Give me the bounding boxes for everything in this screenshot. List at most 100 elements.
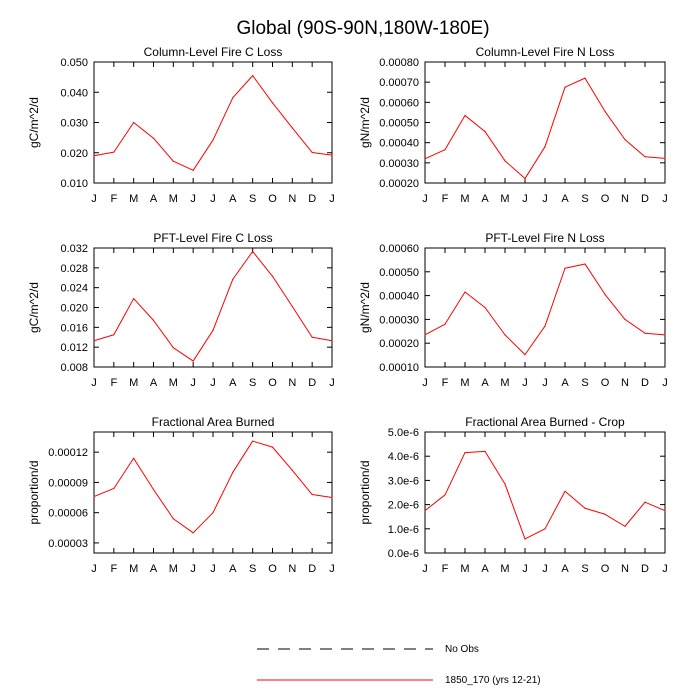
x-tick-label: A (229, 193, 237, 205)
data-point (584, 263, 586, 265)
data-point (524, 538, 526, 540)
data-point (252, 250, 254, 253)
data-point (544, 528, 546, 530)
y-tick-label: 0.00010 (379, 362, 419, 374)
data-point (93, 495, 95, 498)
data-point (271, 102, 274, 104)
x-tick-label: A (481, 193, 489, 205)
data-point (444, 494, 446, 496)
x-tick-label: A (150, 377, 158, 389)
x-tick-label: F (442, 563, 449, 575)
x-tick-label: M (460, 563, 469, 575)
x-tick-label: J (91, 377, 97, 389)
data-point (504, 160, 506, 162)
series-line (93, 440, 333, 534)
data-point (152, 319, 155, 321)
y-tick-label: 3.0e-6 (388, 475, 419, 487)
y-tick-label: 0.00030 (379, 158, 419, 170)
data-point (192, 360, 194, 362)
y-tick-label: 0.00009 (48, 477, 88, 489)
y-tick-label: 0.030 (60, 118, 88, 130)
x-tick-label: M (500, 377, 509, 389)
data-point (113, 151, 115, 153)
x-tick-label: N (621, 377, 629, 389)
data-point (93, 340, 95, 342)
legend-label-no-obs: No Obs (445, 644, 479, 655)
data-point (664, 510, 666, 512)
data-point (133, 297, 135, 300)
data-point (564, 86, 566, 88)
plot-frame (93, 61, 333, 184)
data-point (504, 483, 506, 485)
data-point (424, 158, 426, 160)
x-tick-label: A (481, 563, 489, 575)
x-tick-label: S (249, 193, 256, 205)
data-point (212, 139, 214, 141)
data-point (624, 139, 626, 141)
data-point (291, 127, 293, 129)
legend: No Obs 1850_170 (yrs 12-21) (257, 644, 541, 686)
data-point (644, 332, 646, 334)
data-point (232, 471, 234, 473)
data-point (271, 275, 274, 277)
x-tick-label: O (268, 377, 277, 389)
x-tick-label: F (110, 563, 117, 575)
y-tick-label: 0.00040 (379, 291, 419, 303)
y-tick-label: 2.0e-6 (388, 500, 419, 512)
data-point (232, 278, 234, 280)
data-point (624, 318, 626, 320)
x-tick-label: J (329, 563, 335, 575)
data-point (604, 293, 606, 296)
data-point (564, 267, 566, 269)
y-tick-label: 0.010 (60, 178, 88, 190)
x-tick-label: O (268, 193, 277, 205)
x-tick-label: J (329, 377, 335, 389)
x-tick-label: O (601, 563, 610, 575)
x-tick-label: J (91, 193, 97, 205)
x-tick-label: J (662, 193, 668, 205)
data-point (113, 487, 115, 490)
x-tick-label: J (542, 377, 548, 389)
data-point (484, 130, 486, 133)
x-tick-label: A (150, 563, 158, 575)
data-point (192, 532, 194, 534)
x-tick-label: D (308, 377, 316, 389)
x-tick-label: J (422, 377, 428, 389)
plot-frame (424, 431, 666, 554)
x-tick-label: J (422, 563, 428, 575)
y-tick-label: 0.00080 (379, 57, 419, 69)
x-tick-label: F (110, 193, 117, 205)
series-line (424, 450, 666, 540)
y-axis-label: proportion/d (27, 460, 41, 524)
data-point (172, 160, 174, 162)
panel-title: Column-Level Fire C Loss (144, 45, 283, 59)
data-point (252, 75, 254, 77)
y-tick-label: 0.00050 (379, 267, 419, 279)
y-tick-label: 5.0e-6 (388, 427, 419, 439)
data-point (152, 488, 155, 491)
y-tick-label: 0.024 (60, 283, 88, 295)
data-point (584, 77, 586, 79)
data-point (664, 157, 666, 159)
plot-frame (93, 431, 333, 554)
data-point (464, 114, 466, 117)
data-point (664, 334, 666, 336)
x-tick-label: A (561, 193, 569, 205)
data-point (524, 354, 526, 356)
data-point (133, 457, 135, 459)
y-axis-label: gC/m^2/d (27, 282, 41, 333)
series-line (93, 75, 333, 171)
y-tick-label: 0.020 (60, 303, 88, 315)
data-point (93, 155, 95, 157)
x-tick-label: J (662, 563, 668, 575)
data-point (564, 490, 566, 492)
plot-frame (93, 247, 333, 368)
x-tick-label: J (422, 193, 428, 205)
data-point (644, 501, 646, 503)
x-tick-label: S (249, 377, 256, 389)
data-point (331, 154, 333, 156)
data-point (172, 518, 174, 520)
data-point (212, 329, 214, 331)
